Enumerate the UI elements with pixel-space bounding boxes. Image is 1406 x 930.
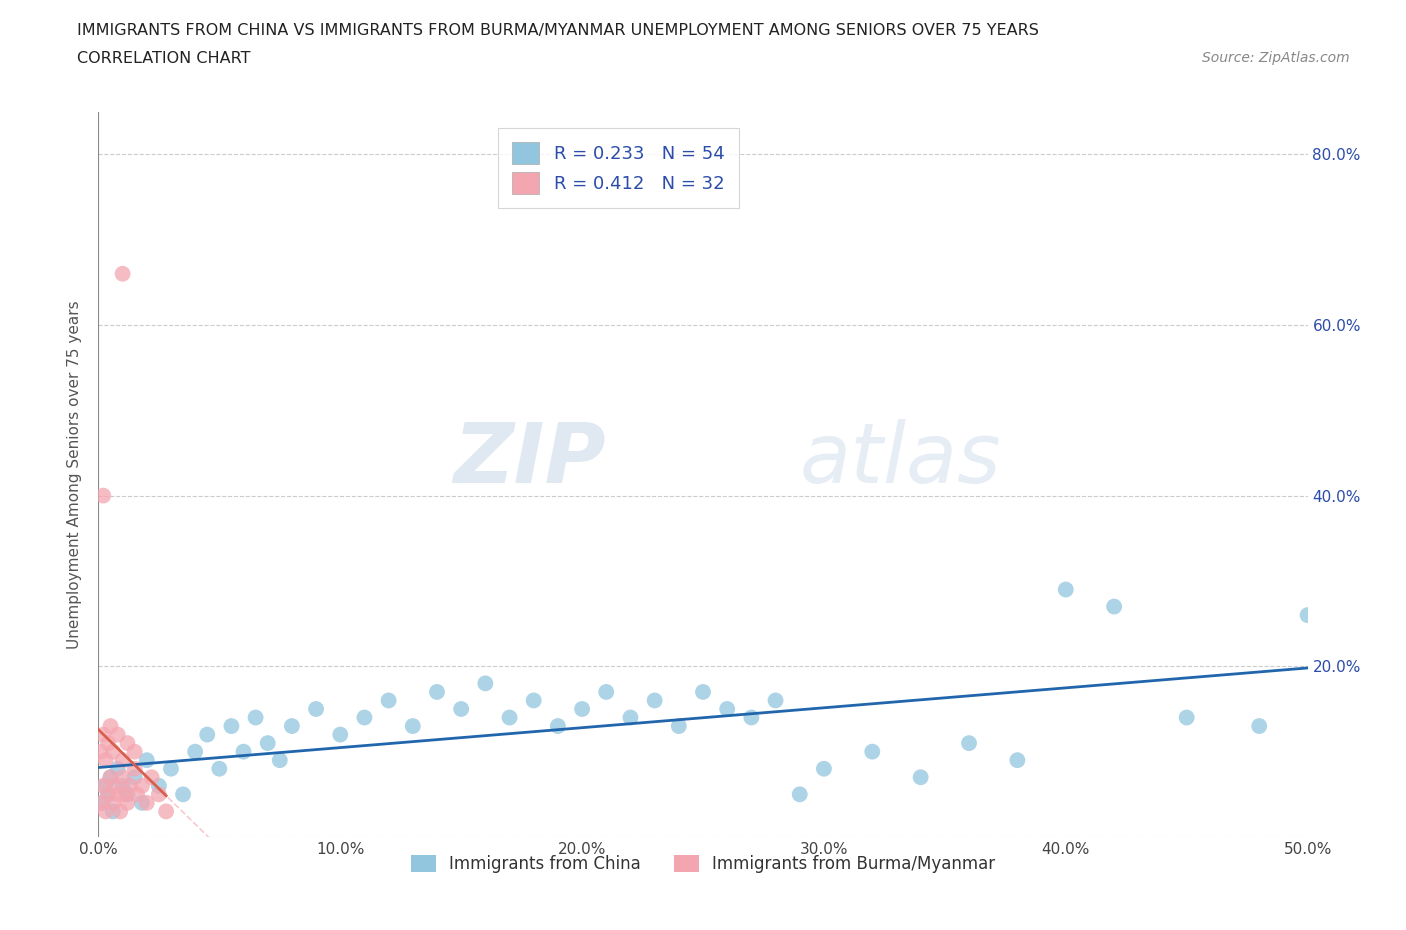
Point [269, 752, 291, 767]
Point [131, 795, 153, 810]
Point [91, 778, 114, 793]
Point [353, 711, 375, 725]
Text: CORRELATION CHART: CORRELATION CHART [77, 51, 250, 66]
Point [148, 787, 170, 802]
Text: atlas: atlas [800, 419, 1001, 500]
Point [281, 719, 304, 734]
Point [910, 770, 932, 785]
Point [547, 719, 569, 734]
Point [498, 711, 520, 725]
Point [1296, 607, 1319, 622]
Text: IMMIGRANTS FROM CHINA VS IMMIGRANTS FROM BURMA/MYANMAR UNEMPLOYMENT AMONG SENIOR: IMMIGRANTS FROM CHINA VS IMMIGRANTS FROM… [77, 23, 1039, 38]
Point [101, 804, 124, 818]
Point [101, 744, 124, 759]
Point [195, 727, 218, 742]
Point [208, 762, 231, 777]
Point [1102, 599, 1125, 614]
Point [141, 770, 163, 785]
Point [111, 770, 134, 785]
Point [1249, 719, 1271, 734]
Text: ZIP: ZIP [454, 419, 606, 500]
Point [135, 795, 157, 810]
Point [860, 744, 883, 759]
Point [117, 736, 139, 751]
Point [716, 701, 738, 716]
Point [107, 727, 129, 742]
Point [160, 762, 183, 777]
Point [668, 719, 690, 734]
Point [100, 719, 122, 734]
Point [118, 778, 141, 793]
Point [155, 804, 177, 818]
Point [377, 693, 399, 708]
Point [97, 787, 120, 802]
Point [108, 804, 131, 818]
Point [402, 719, 425, 734]
Point [813, 762, 835, 777]
Point [692, 684, 714, 699]
Point [172, 787, 194, 802]
Point [91, 795, 114, 810]
Point [114, 787, 136, 802]
Point [124, 770, 146, 785]
Point [135, 752, 157, 767]
Point [124, 744, 146, 759]
Point [94, 778, 117, 793]
Point [124, 762, 146, 777]
Point [91, 727, 114, 742]
Point [148, 778, 170, 793]
Point [131, 778, 153, 793]
Point [595, 684, 617, 699]
Point [245, 711, 267, 725]
Point [107, 787, 129, 802]
Point [127, 787, 149, 802]
Point [426, 684, 449, 699]
Point [111, 752, 134, 767]
Point [107, 762, 129, 777]
Point [474, 676, 496, 691]
Point [117, 787, 139, 802]
Point [450, 701, 472, 716]
Point [91, 488, 114, 503]
Point [1054, 582, 1077, 597]
Y-axis label: Unemployment Among Seniors over 75 years: Unemployment Among Seniors over 75 years [67, 300, 83, 648]
Legend: Immigrants from China, Immigrants from Burma/Myanmar: Immigrants from China, Immigrants from B… [404, 848, 1002, 880]
Point [789, 787, 811, 802]
Point [523, 693, 546, 708]
Point [97, 787, 120, 802]
Point [619, 711, 641, 725]
Point [329, 727, 352, 742]
Point [94, 804, 117, 818]
Point [221, 719, 243, 734]
Point [90, 744, 112, 759]
Point [765, 693, 787, 708]
Point [256, 736, 278, 751]
Point [305, 701, 328, 716]
Point [104, 778, 127, 793]
Point [100, 770, 122, 785]
Point [100, 770, 122, 785]
Point [1175, 711, 1198, 725]
Point [644, 693, 666, 708]
Point [111, 778, 134, 793]
Point [111, 266, 134, 281]
Text: Source: ZipAtlas.com: Source: ZipAtlas.com [1202, 51, 1350, 65]
Point [571, 701, 593, 716]
Point [90, 795, 112, 810]
Point [740, 711, 762, 725]
Point [957, 736, 980, 751]
Point [1007, 752, 1029, 767]
Point [232, 744, 254, 759]
Point [97, 736, 120, 751]
Point [117, 795, 139, 810]
Point [94, 752, 117, 767]
Point [101, 795, 124, 810]
Point [184, 744, 207, 759]
